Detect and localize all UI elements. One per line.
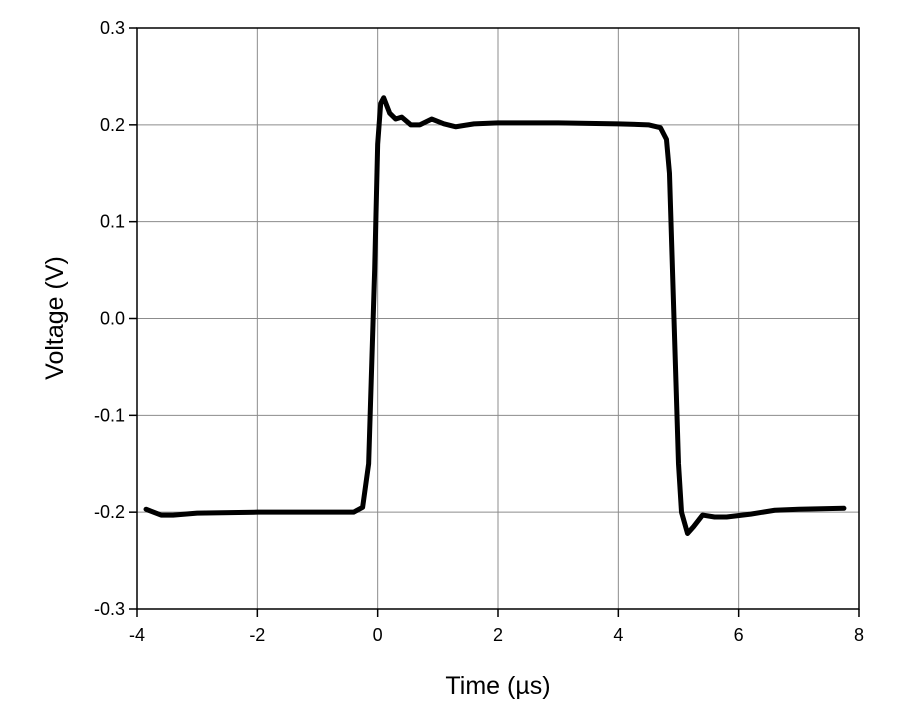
- x-tick-label: 2: [493, 625, 503, 645]
- y-axis-label: Voltage (V): [41, 256, 69, 380]
- x-tick-label: 8: [854, 625, 864, 645]
- x-tick-label: -2: [249, 625, 265, 645]
- y-tick-label: -0.1: [94, 405, 125, 425]
- x-tick-label: -4: [129, 625, 145, 645]
- plot-frame: [136, 27, 860, 610]
- y-tick-label: 0.3: [100, 18, 125, 38]
- y-tick-label: 0.0: [100, 309, 125, 329]
- x-tick-label: 4: [613, 625, 623, 645]
- y-tick-label: -0.3: [94, 599, 125, 619]
- y-tick-label: -0.2: [94, 502, 125, 522]
- y-tick-label: 0.2: [100, 115, 125, 135]
- y-tick-label: 0.1: [100, 212, 125, 232]
- data-line: [143, 95, 847, 536]
- x-tick-label: 0: [373, 625, 383, 645]
- x-tick-label: 6: [734, 625, 744, 645]
- x-axis-label: Time (µs): [445, 672, 550, 700]
